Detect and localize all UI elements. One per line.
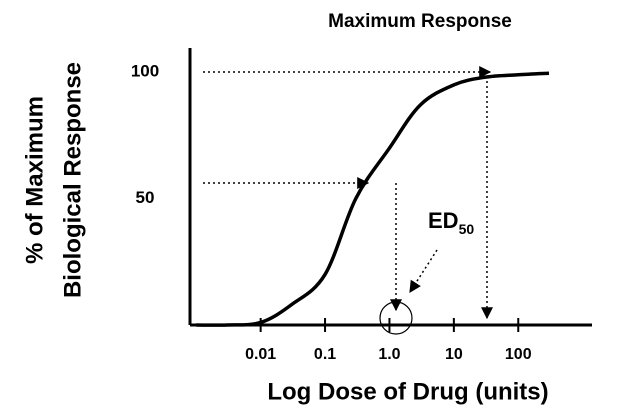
annotation: ED50 (428, 208, 474, 237)
x-axis-label: Log Dose of Drug (units) (267, 378, 548, 405)
annotation-sub: 50 (459, 221, 475, 237)
x-tick-label: 0.01 (245, 346, 276, 363)
x-tick-label: 100 (505, 346, 532, 363)
y-tick-label: 100 (131, 62, 159, 81)
y-axis-label-group: % of Maximum Biological Response (21, 62, 86, 298)
ed50-circle (379, 301, 413, 335)
annotation-main: ED (428, 208, 459, 233)
x-tick-label: 1.0 (378, 346, 400, 363)
chart-title: Maximum Response (328, 11, 512, 32)
y-tick-label: 50 (136, 188, 155, 207)
y-axis-label: Biological Response (59, 62, 86, 298)
x-tick-label: 10 (445, 346, 463, 363)
arrow (409, 249, 438, 294)
y-axis-label: % of Maximum (21, 96, 48, 264)
x-tick-label: 0.1 (314, 346, 336, 363)
curve (196, 71, 550, 327)
